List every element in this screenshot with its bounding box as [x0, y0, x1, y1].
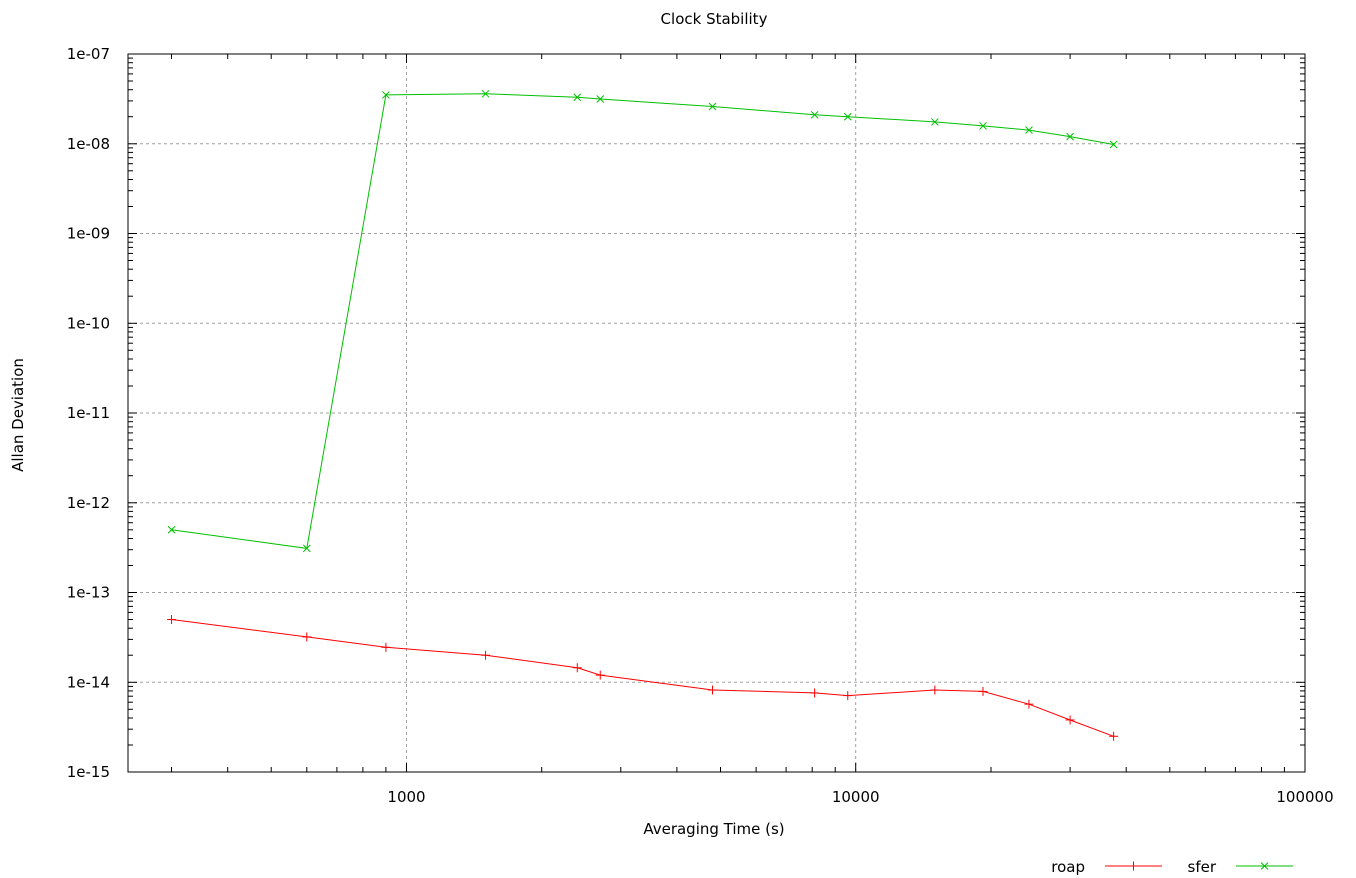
legend-label-roap: roap	[1051, 858, 1085, 876]
y-axis-label: Allan Deviation	[9, 358, 27, 472]
marker-stroke	[1025, 126, 1033, 134]
axis-ticks	[128, 53, 1306, 773]
data-point-sfer	[810, 110, 819, 119]
data-point-roap	[1024, 699, 1034, 709]
y-tick-label: 1e-10	[67, 314, 110, 332]
data-point-roap	[302, 632, 312, 642]
legend-entry-sfer: sfer	[1188, 858, 1293, 876]
data-point-roap	[595, 670, 605, 680]
marker-stroke	[708, 102, 717, 111]
marker-stroke	[302, 544, 311, 553]
plot-area-border	[127, 53, 1306, 773]
series-line-sfer	[171, 93, 1114, 549]
marker-stroke	[382, 91, 390, 99]
y-tick-label: 1e-08	[67, 135, 110, 153]
grid-lines	[128, 54, 1305, 772]
data-point-roap	[843, 691, 853, 701]
x-tick-label: 10000	[832, 788, 880, 806]
data-point-sfer	[382, 91, 390, 99]
data-point-sfer	[708, 102, 717, 111]
marker-stroke	[1109, 140, 1118, 149]
x-tick-labels: 1000 10000 100000	[387, 788, 1333, 806]
data-point-roap	[1065, 715, 1075, 725]
y-tick-label: 1e-14	[67, 673, 110, 691]
y-tick-label: 1e-12	[67, 494, 110, 512]
data-point-roap	[708, 685, 718, 695]
series-roap	[167, 615, 1119, 741]
data-point-sfer	[481, 89, 490, 98]
marker-stroke	[573, 93, 582, 102]
data-point-sfer	[1066, 132, 1074, 141]
data-point-sfer	[167, 525, 176, 534]
data-point-roap	[481, 650, 491, 660]
data-point-sfer	[596, 95, 605, 103]
x-tick-label: 1000	[387, 788, 425, 806]
data-point-sfer	[1025, 126, 1033, 134]
data-point-roap	[930, 685, 940, 695]
legend-marker-roap	[1129, 861, 1138, 871]
marker-stroke	[481, 89, 490, 98]
legend-label-sfer: sfer	[1188, 858, 1217, 876]
marker-stroke	[810, 110, 819, 119]
data-point-sfer	[1109, 140, 1118, 149]
legend-marker-sfer	[1260, 862, 1269, 870]
chart-title: Clock Stability	[661, 10, 768, 28]
marker-stroke	[1066, 132, 1074, 141]
series-line-roap	[171, 619, 1114, 737]
data-point-roap	[381, 642, 391, 652]
x-tick-label: 100000	[1276, 788, 1333, 806]
data-point-sfer	[302, 544, 311, 553]
y-tick-label: 1e-07	[67, 45, 110, 63]
data-point-sfer	[843, 112, 852, 121]
marker-stroke	[843, 112, 852, 121]
data-point-roap	[978, 686, 988, 696]
marker-stroke	[596, 95, 605, 103]
data-point-roap	[810, 688, 820, 698]
marker-stroke	[167, 525, 176, 534]
y-tick-label: 1e-15	[67, 763, 110, 781]
x-axis-label: Averaging Time (s)	[643, 820, 784, 838]
y-tick-label: 1e-11	[67, 404, 110, 422]
data-point-sfer	[979, 122, 987, 130]
data-point-sfer	[930, 118, 939, 126]
legend-entry-roap: roap	[1051, 858, 1162, 876]
marker-stroke	[979, 122, 987, 130]
data-point-roap	[572, 663, 582, 673]
data-point-roap	[1109, 731, 1119, 741]
marker-stroke	[1260, 862, 1269, 870]
data-point-roap	[167, 615, 177, 625]
data-point-sfer	[573, 93, 582, 102]
marker-stroke	[930, 118, 939, 126]
y-tick-labels: 1e-07 1e-08 1e-09 1e-10 1e-11 1e-12 1e-13 1e-14…	[67, 45, 110, 781]
legend: sfer roap	[1051, 858, 1293, 876]
series-sfer	[167, 89, 1118, 553]
y-tick-label: 1e-09	[67, 225, 110, 243]
series-layer	[167, 89, 1119, 741]
y-tick-label: 1e-13	[67, 584, 110, 602]
